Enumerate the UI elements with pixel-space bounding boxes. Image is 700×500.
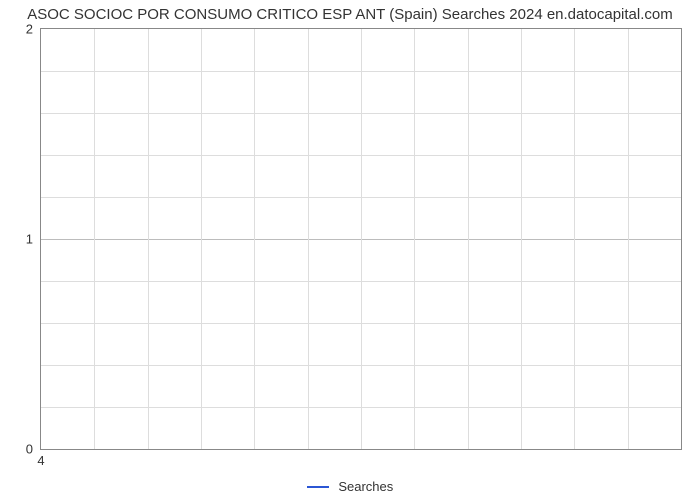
xtick-label: 4: [37, 449, 44, 468]
ytick-label: 2: [26, 22, 41, 37]
chart-title: ASOC SOCIOC POR CONSUMO CRITICO ESP ANT …: [0, 6, 700, 23]
plot-area: 0124: [40, 28, 682, 450]
legend-label: Searches: [338, 479, 393, 494]
series-layer: [41, 29, 681, 449]
legend-swatch: [307, 486, 329, 488]
chart-container: ASOC SOCIOC POR CONSUMO CRITICO ESP ANT …: [0, 0, 700, 500]
ytick-label: 1: [26, 232, 41, 247]
legend: Searches: [0, 478, 700, 494]
